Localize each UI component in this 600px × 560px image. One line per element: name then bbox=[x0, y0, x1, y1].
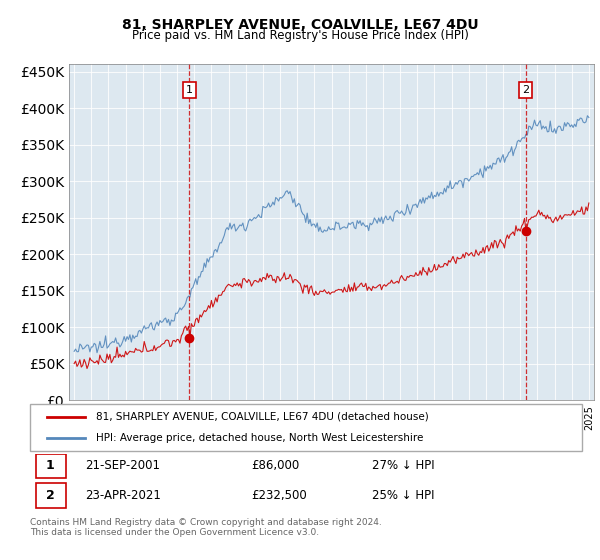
Text: £86,000: £86,000 bbox=[251, 459, 299, 473]
Text: 2: 2 bbox=[522, 85, 529, 95]
FancyBboxPatch shape bbox=[30, 404, 582, 451]
Text: 25% ↓ HPI: 25% ↓ HPI bbox=[372, 489, 435, 502]
Text: 1: 1 bbox=[46, 459, 55, 473]
Text: 81, SHARPLEY AVENUE, COALVILLE, LE67 4DU (detached house): 81, SHARPLEY AVENUE, COALVILLE, LE67 4DU… bbox=[96, 412, 429, 422]
FancyBboxPatch shape bbox=[35, 483, 66, 508]
Text: £232,500: £232,500 bbox=[251, 489, 307, 502]
Text: 2: 2 bbox=[46, 489, 55, 502]
Text: HPI: Average price, detached house, North West Leicestershire: HPI: Average price, detached house, Nort… bbox=[96, 433, 424, 444]
Text: 23-APR-2021: 23-APR-2021 bbox=[85, 489, 161, 502]
Text: 27% ↓ HPI: 27% ↓ HPI bbox=[372, 459, 435, 473]
Text: 21-SEP-2001: 21-SEP-2001 bbox=[85, 459, 160, 473]
Text: 81, SHARPLEY AVENUE, COALVILLE, LE67 4DU: 81, SHARPLEY AVENUE, COALVILLE, LE67 4DU bbox=[122, 18, 478, 32]
Text: Price paid vs. HM Land Registry's House Price Index (HPI): Price paid vs. HM Land Registry's House … bbox=[131, 29, 469, 42]
Text: Contains HM Land Registry data © Crown copyright and database right 2024.
This d: Contains HM Land Registry data © Crown c… bbox=[30, 518, 382, 538]
Text: 1: 1 bbox=[186, 85, 193, 95]
FancyBboxPatch shape bbox=[35, 454, 66, 478]
